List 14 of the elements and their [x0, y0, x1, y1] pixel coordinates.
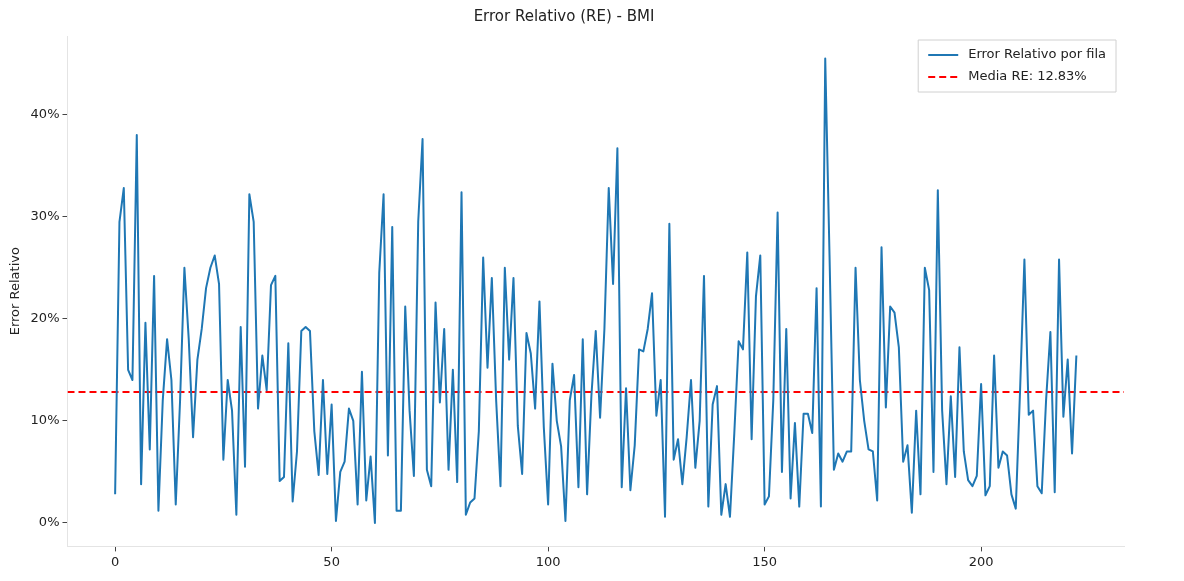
chart-title: Error Relativo (RE) - BMI [473, 6, 655, 25]
y-tick-label: 30% [30, 208, 60, 224]
y-tick-label: 0% [38, 514, 60, 530]
legend-label: Error Relativo por fila [968, 46, 1107, 62]
x-tick-label: 150 [752, 553, 778, 569]
x-tick-label: 0 [110, 553, 120, 569]
y-tick-label: 40% [30, 105, 60, 121]
legend-label: Media RE: 12.83% [968, 68, 1087, 84]
y-tick-label: 20% [30, 310, 60, 326]
y-tick-label: 10% [30, 412, 60, 428]
y-axis-title: Error Relativo [7, 247, 23, 336]
x-tick-label: 50 [323, 553, 340, 569]
x-tick-label: 100 [535, 553, 561, 569]
x-tick-label: 200 [968, 553, 994, 569]
